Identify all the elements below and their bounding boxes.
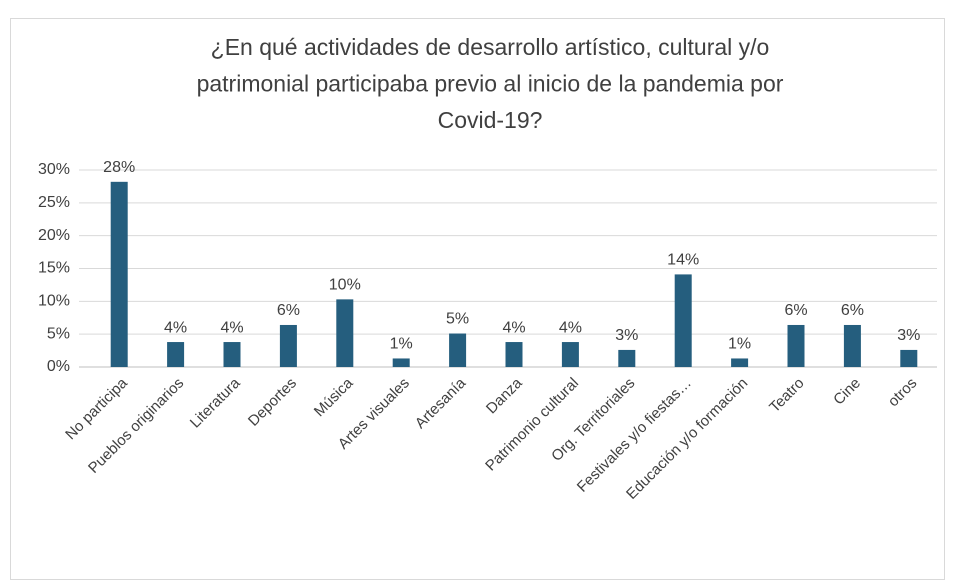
chart-border (10, 18, 945, 580)
bar (731, 358, 749, 367)
y-tick-label: 30% (38, 161, 70, 178)
bar (674, 274, 692, 367)
bar (449, 333, 467, 367)
data-label: 4% (559, 319, 582, 336)
data-label: 1% (390, 336, 413, 353)
data-label: 1% (728, 336, 751, 353)
bar (392, 358, 410, 367)
data-label: 3% (615, 327, 638, 344)
data-label: 6% (277, 302, 300, 319)
data-label: 4% (164, 319, 187, 336)
data-label: 10% (329, 277, 361, 294)
bar (900, 349, 918, 367)
y-tick-label: 25% (38, 194, 70, 211)
y-tick-label: 15% (38, 260, 70, 277)
chart-title: patrimonial participaba previo al inicio… (197, 71, 784, 97)
bar (336, 299, 354, 367)
y-tick-label: 20% (38, 227, 70, 244)
chart-title: Covid-19? (438, 107, 543, 133)
bar (110, 181, 128, 367)
data-label: 4% (502, 319, 525, 336)
y-tick-label: 0% (47, 358, 70, 375)
bar (561, 342, 579, 367)
bar (618, 349, 636, 367)
bar (843, 324, 861, 367)
bar (505, 342, 523, 367)
data-label: 6% (784, 302, 807, 319)
bar (167, 342, 185, 367)
data-label: 28% (103, 159, 135, 176)
data-label: 6% (841, 302, 864, 319)
data-label: 4% (220, 319, 243, 336)
data-label: 14% (667, 252, 699, 269)
bar (223, 342, 241, 367)
chart-title: ¿En qué actividades de desarrollo artíst… (211, 34, 770, 60)
data-label: 3% (897, 327, 920, 344)
y-tick-label: 10% (38, 293, 70, 310)
y-tick-label: 5% (47, 325, 70, 342)
bar (787, 324, 805, 367)
bar (279, 324, 297, 367)
data-label: 5% (446, 311, 469, 328)
